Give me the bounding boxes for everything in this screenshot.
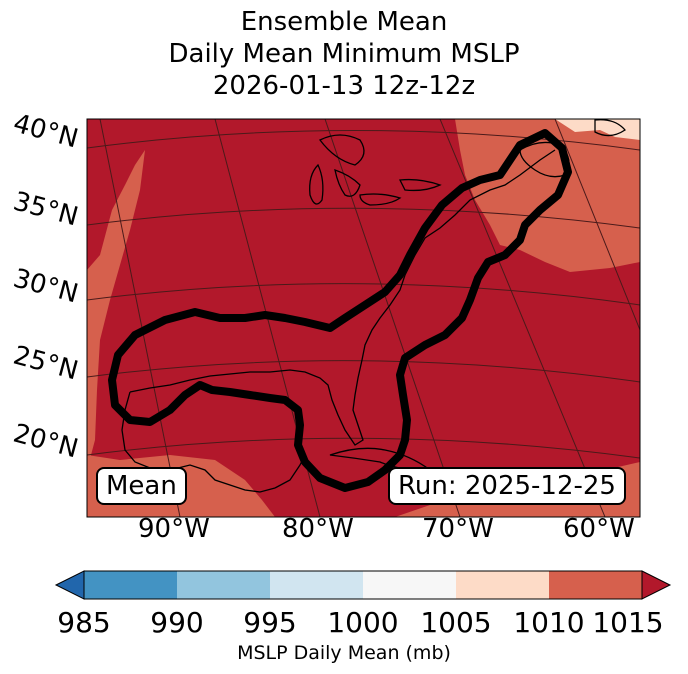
field-1010-northeast — [455, 119, 640, 272]
colorbar-tick-995: 995 — [243, 606, 297, 639]
colorbar-extend-high — [641, 570, 672, 600]
colorbar-tick-985: 985 — [57, 606, 111, 639]
colorbar-tick-1005: 1005 — [420, 606, 492, 639]
lon-label-60w: 60°W — [563, 514, 635, 544]
colorbar-extend-low — [54, 570, 85, 600]
title-line-1: Ensemble Mean — [240, 7, 448, 37]
map-frame — [86, 118, 641, 518]
field-1010-west — [87, 150, 145, 470]
colorbar-bin-1005-1010 — [456, 571, 549, 599]
mean-box: Mean — [96, 467, 187, 505]
run-box: Run: 2025-12-25 — [388, 467, 626, 505]
colorbar-tick-1000: 1000 — [327, 606, 399, 639]
colorbar-bin-1010-1015 — [549, 571, 642, 599]
lon-label-80w: 80°W — [282, 514, 354, 544]
colorbar-bin-1000-1005 — [363, 571, 456, 599]
colorbar-label: MSLP Daily Mean (mb) — [237, 642, 451, 664]
colorbar-tick-990: 990 — [150, 606, 204, 639]
colorbar-bin-995-1000 — [270, 571, 363, 599]
title-line-3: 2026-01-13 12z-12z — [212, 71, 476, 101]
colorbar-tick-1010: 1010 — [513, 606, 585, 639]
colorbar — [54, 570, 672, 600]
lon-label-70w: 70°W — [422, 514, 494, 544]
colorbar-bin-985-990 — [84, 571, 177, 599]
map-area — [87, 119, 640, 517]
colorbar-tick-1015: 1015 — [592, 606, 664, 639]
title-line-2: Daily Mean Minimum MSLP — [168, 39, 520, 69]
colorbar-bin-990-995 — [177, 571, 270, 599]
lon-label-90w: 90°W — [138, 514, 210, 544]
mean-contour — [108, 129, 572, 492]
